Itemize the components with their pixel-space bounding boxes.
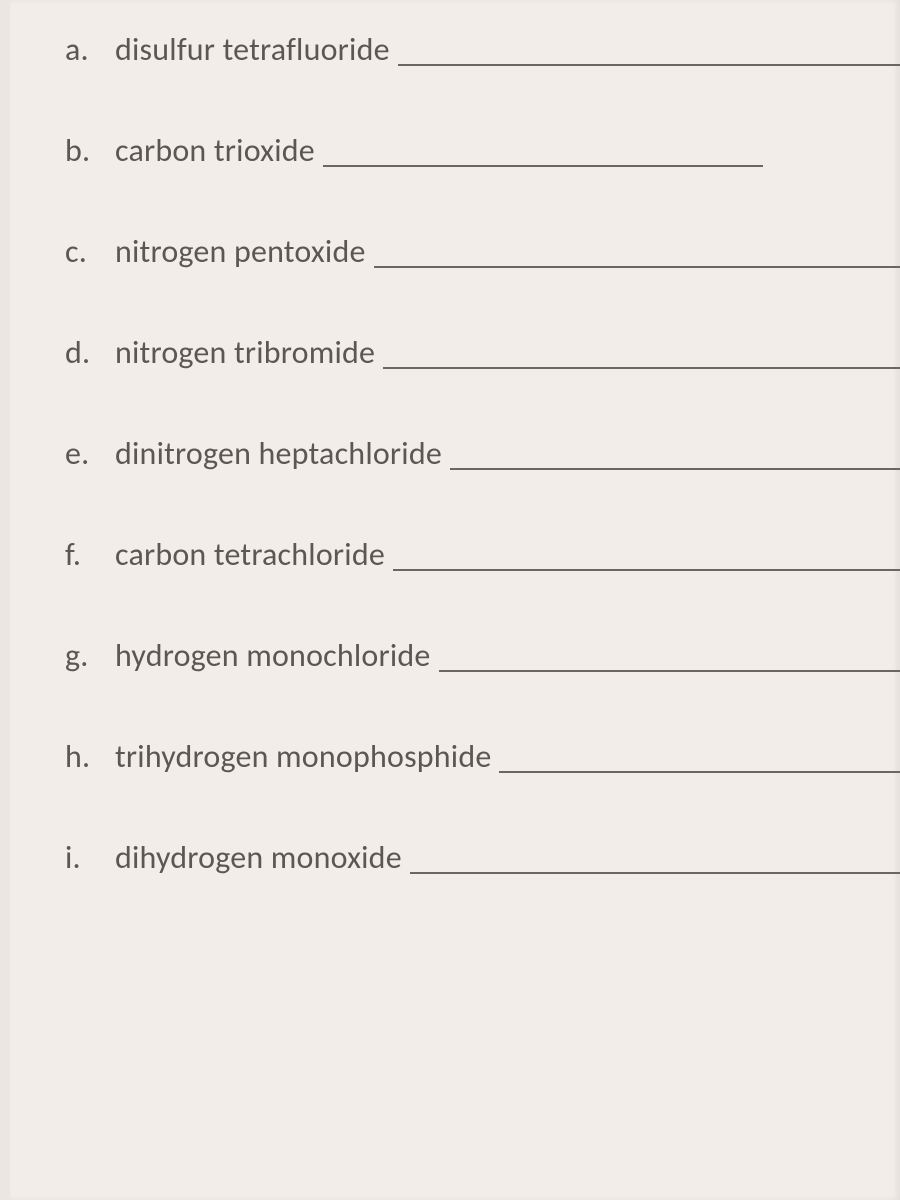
list-item: c. nitrogen pentoxide — [65, 232, 900, 271]
list-item: d. nitrogen tribromide — [65, 333, 900, 372]
item-label: disulfur tetrafluoride — [115, 30, 398, 69]
item-marker: c. — [65, 232, 115, 271]
item-label: dihydrogen monoxide — [115, 838, 410, 877]
answer-blank[interactable] — [398, 35, 900, 66]
item-marker: e. — [65, 434, 115, 473]
answer-blank[interactable] — [439, 641, 900, 672]
item-marker: a. — [65, 30, 115, 69]
list-item: i. dihydrogen monoxide — [65, 838, 900, 877]
answer-blank[interactable] — [393, 540, 900, 571]
item-label: carbon tetrachloride — [115, 535, 393, 574]
list-item: f. carbon tetrachloride — [65, 535, 900, 574]
item-marker: f. — [65, 535, 115, 574]
answer-blank[interactable] — [410, 843, 900, 874]
answer-blank[interactable] — [499, 742, 900, 773]
item-label: dinitrogen heptachloride — [115, 434, 450, 473]
worksheet-page: a. disulfur tetrafluoride b. carbon trio… — [10, 0, 900, 1200]
answer-blank[interactable] — [383, 338, 900, 369]
answer-blank[interactable] — [450, 439, 900, 470]
item-label: carbon trioxide — [115, 131, 323, 170]
list-item: e. dinitrogen heptachloride — [65, 434, 900, 473]
item-marker: b. — [65, 131, 115, 170]
item-marker: h. — [65, 737, 115, 776]
list-item: a. disulfur tetrafluoride — [65, 30, 900, 69]
list-item: g. hydrogen monochloride — [65, 636, 900, 675]
item-label: nitrogen pentoxide — [115, 232, 374, 271]
item-label: trihydrogen monophosphide — [115, 737, 499, 776]
question-list: a. disulfur tetrafluoride b. carbon trio… — [65, 30, 900, 877]
answer-blank[interactable] — [374, 237, 900, 268]
list-item: b. carbon trioxide — [65, 131, 900, 170]
list-item: h. trihydrogen monophosphide — [65, 737, 900, 776]
item-label: nitrogen tribromide — [115, 333, 383, 372]
item-marker: i. — [65, 838, 115, 877]
item-marker: g. — [65, 636, 115, 675]
answer-blank[interactable] — [323, 136, 763, 167]
item-label: hydrogen monochloride — [115, 636, 439, 675]
item-marker: d. — [65, 333, 115, 372]
